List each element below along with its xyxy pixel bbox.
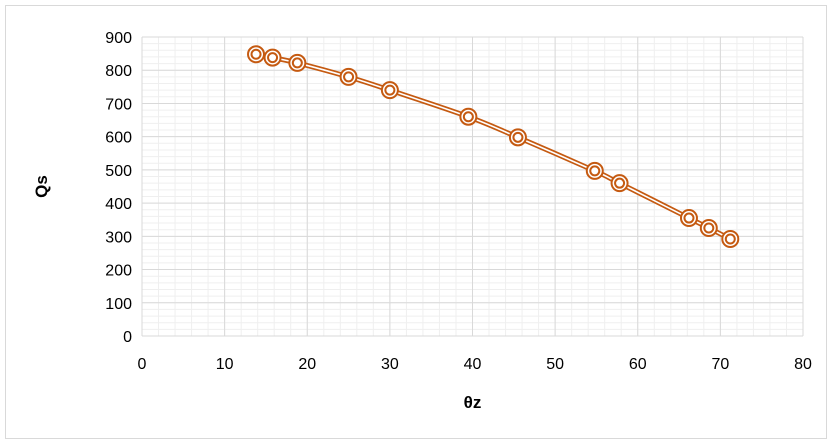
x-tick-label: 60 [629,356,647,373]
y-tick-label: 100 [105,296,132,313]
x-tick-label: 0 [138,356,147,373]
y-tick-label: 500 [105,163,132,180]
data-point [247,45,266,64]
y-tick-label: 800 [105,63,132,80]
x-tick-label: 50 [546,356,564,373]
data-point [288,53,307,72]
y-tick-label: 200 [105,263,132,280]
data-point [339,67,358,86]
x-tick-label: 20 [298,356,316,373]
x-tick-labels: 0 10 20 30 40 50 60 70 80 [138,356,812,373]
series-line-core [255,53,731,240]
y-tick-label: 0 [123,329,132,346]
x-tick-label: 80 [794,356,812,373]
y-tick-label: 600 [105,130,132,147]
y-tick-labels: 0 100 200 300 400 500 600 700 800 900 [105,30,132,346]
y-tick-label: 700 [105,96,132,113]
x-tick-label: 10 [216,356,234,373]
data-point [459,107,478,126]
x-tick-label: 40 [464,356,482,373]
major-grid [141,36,804,337]
data-point [380,81,399,100]
data-point [508,128,527,147]
data-point [699,219,718,238]
series-layer [247,45,740,248]
data-point [610,174,629,193]
data-point [679,209,698,228]
x-tick-label: 30 [381,356,399,373]
data-point [585,161,604,180]
y-tick-label: 400 [105,196,132,213]
data-point [263,48,282,67]
y-axis-title: Qs [32,175,51,198]
series-line [255,51,732,242]
y-tick-label: 300 [105,229,132,246]
x-axis-title: θz [464,393,482,412]
x-tick-label: 70 [711,356,729,373]
y-tick-label: 900 [105,30,132,47]
data-point [721,229,740,248]
